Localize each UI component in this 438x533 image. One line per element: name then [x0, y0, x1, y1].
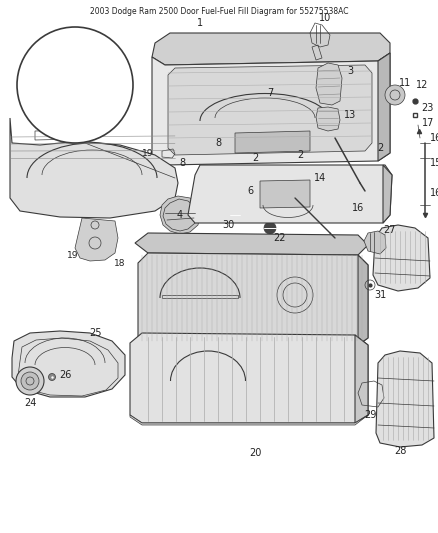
Polygon shape [10, 118, 178, 218]
Text: 7: 7 [267, 88, 273, 98]
Polygon shape [130, 333, 368, 423]
Polygon shape [358, 255, 368, 345]
Text: 6: 6 [247, 186, 253, 196]
Text: 18: 18 [114, 259, 126, 268]
Text: 24: 24 [24, 398, 36, 408]
Polygon shape [75, 218, 118, 261]
Text: 1: 1 [197, 18, 203, 28]
Polygon shape [135, 233, 368, 255]
Circle shape [385, 85, 405, 105]
Polygon shape [160, 196, 200, 234]
Polygon shape [316, 107, 340, 131]
Text: 5: 5 [47, 49, 53, 58]
Text: 9: 9 [72, 46, 78, 55]
Text: 4: 4 [177, 210, 183, 220]
Text: 13: 13 [344, 110, 356, 120]
Polygon shape [364, 231, 386, 254]
Text: 19: 19 [142, 149, 154, 157]
Text: 25: 25 [89, 328, 101, 338]
Text: 16: 16 [352, 203, 364, 213]
Text: 10: 10 [319, 13, 331, 23]
Text: 2: 2 [297, 150, 303, 160]
Text: 2003 Dodge Ram 2500 Door Fuel-Fuel Fill Diagram for 55275538AC: 2003 Dodge Ram 2500 Door Fuel-Fuel Fill … [90, 7, 348, 16]
Polygon shape [373, 225, 430, 291]
Text: 8: 8 [215, 138, 221, 148]
Text: 8: 8 [179, 158, 185, 168]
Text: 20: 20 [249, 448, 261, 458]
Text: 26: 26 [59, 370, 71, 380]
Text: 27: 27 [384, 225, 396, 235]
Polygon shape [168, 65, 372, 155]
Polygon shape [235, 131, 310, 153]
Text: 28: 28 [394, 446, 406, 456]
Polygon shape [188, 165, 392, 223]
Text: 11: 11 [399, 78, 411, 88]
Polygon shape [383, 165, 392, 223]
Text: 29: 29 [364, 410, 376, 420]
Text: 16: 16 [430, 188, 438, 198]
Text: 14: 14 [314, 173, 326, 183]
Text: 30: 30 [222, 220, 234, 230]
Circle shape [49, 374, 56, 381]
Polygon shape [260, 180, 310, 208]
Circle shape [17, 27, 133, 143]
Text: 12: 12 [416, 80, 428, 90]
Polygon shape [138, 253, 368, 345]
Polygon shape [376, 351, 434, 447]
Text: 2: 2 [377, 143, 383, 153]
Polygon shape [355, 335, 368, 423]
Circle shape [21, 372, 39, 390]
Text: 31: 31 [374, 290, 386, 300]
Text: 17: 17 [422, 118, 434, 128]
Text: 15: 15 [430, 158, 438, 168]
Text: 2: 2 [252, 153, 258, 163]
Polygon shape [316, 63, 342, 105]
Text: 19: 19 [67, 251, 79, 260]
Text: 23: 23 [421, 103, 433, 113]
Polygon shape [130, 415, 368, 425]
Polygon shape [152, 33, 390, 65]
Circle shape [230, 210, 240, 220]
Text: DODGE: DODGE [48, 133, 66, 138]
Text: 3: 3 [347, 66, 353, 76]
Polygon shape [152, 53, 390, 165]
Text: 16: 16 [430, 133, 438, 143]
Circle shape [16, 367, 44, 395]
Polygon shape [12, 331, 125, 397]
Circle shape [264, 222, 276, 234]
Text: 22: 22 [274, 233, 286, 243]
Polygon shape [378, 53, 390, 161]
Polygon shape [55, 58, 68, 118]
